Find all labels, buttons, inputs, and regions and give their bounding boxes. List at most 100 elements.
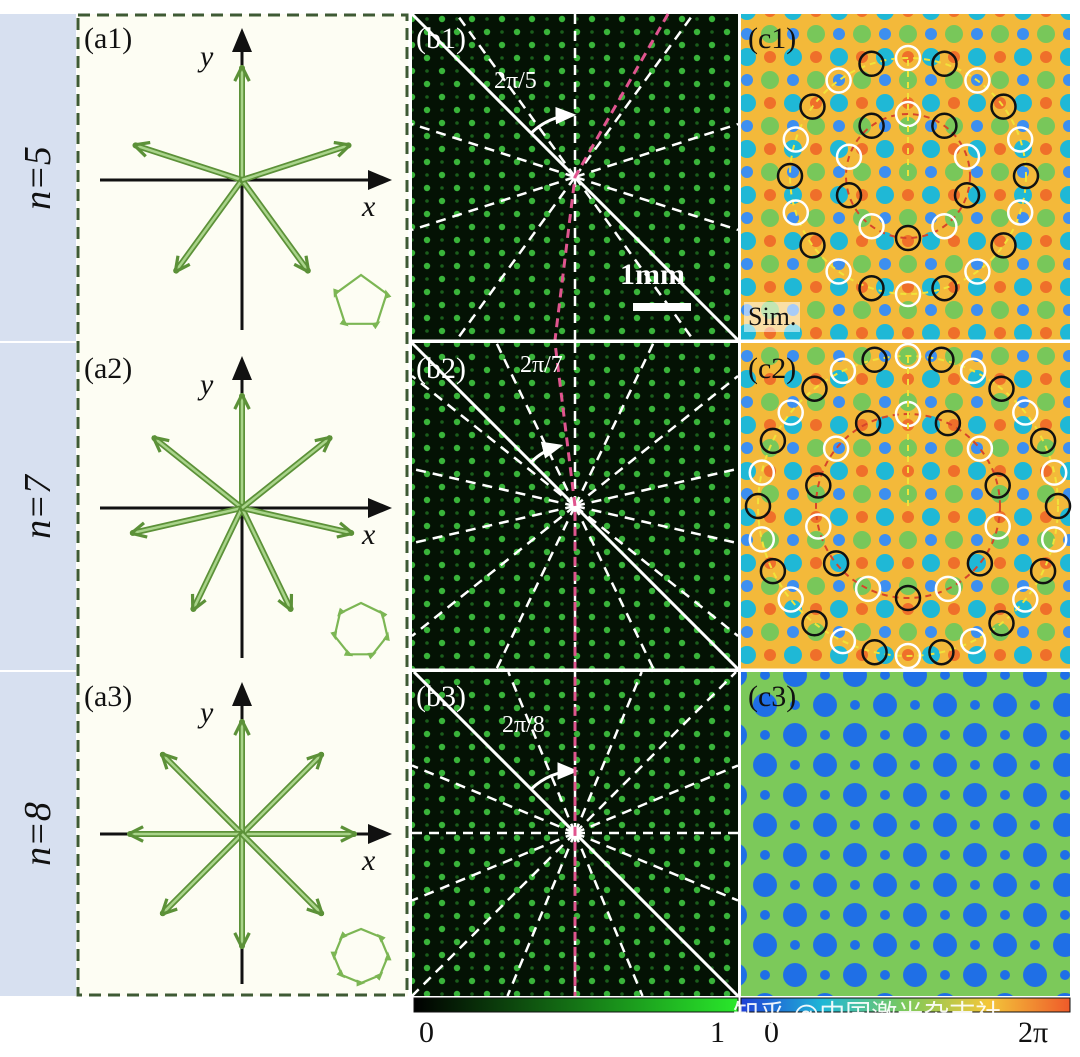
- wavevector-arrow-3: [241, 755, 321, 835]
- symmetry-line-2: [411, 375, 576, 507]
- phase-singularity-marker-2: [805, 513, 832, 540]
- symmetry-line-3: [574, 764, 739, 835]
- wavevector-arrow-3: [163, 833, 243, 913]
- phase-singularity-marker-1: [858, 274, 885, 302]
- symmetry-line-2: [574, 375, 739, 507]
- phase-singularity-marker-2: [759, 427, 787, 455]
- phase-singularity-marker-2: [1029, 427, 1057, 455]
- phase-singularity-marker-1: [835, 181, 863, 209]
- panel-label-c2: (c2): [748, 352, 797, 385]
- phase-singularity-marker-2: [984, 513, 1011, 540]
- symmetry-line-3: [506, 832, 577, 997]
- x-axis-label-3: x: [362, 844, 376, 877]
- intensity-overlays: [410, 12, 740, 998]
- phase-singularity-marker-1: [990, 232, 1017, 259]
- phase-singularity-marker-2: [805, 472, 832, 499]
- phase-singularity-marker-1: [858, 212, 885, 240]
- panel-label-c3: (c3): [748, 680, 797, 713]
- phase-singularity-marker-2: [1012, 586, 1039, 613]
- x-axis-label-2: x: [362, 518, 376, 551]
- phase-singularity-marker-2: [934, 575, 962, 603]
- y-axis-label-2: y: [200, 368, 214, 401]
- symmetry-line-3: [411, 831, 576, 902]
- phase-singularity-marker-2: [988, 375, 1015, 402]
- wavevector-arrow-2: [241, 506, 351, 533]
- phase-ring-guide-1: [789, 57, 1027, 295]
- symmetry-line-2: [411, 504, 576, 545]
- wavevector-arrow-3: [241, 833, 321, 913]
- symmetry-line-1: [574, 122, 739, 179]
- symmetry-line-3: [574, 831, 739, 902]
- panel-label-b2: (b2): [416, 352, 466, 385]
- phase-singularity-marker-2: [1012, 399, 1039, 426]
- scale-bar-label: 1mm: [620, 258, 685, 291]
- phase-singularity-marker-2: [748, 459, 776, 486]
- symmetry-line-3: [411, 764, 576, 835]
- wavevector-arrow-1: [241, 145, 349, 182]
- phase-singularity-marker-1: [782, 126, 810, 153]
- phase-singularity-marker-1: [858, 112, 885, 140]
- sim-label: Sim.: [744, 302, 801, 332]
- phase-singularity-marker-1: [931, 112, 958, 140]
- angle-label-2: 2π/7: [520, 352, 563, 378]
- row-label-n7: n=7: [0, 343, 76, 670]
- symmetry-line-1: [411, 175, 576, 232]
- angle-arc-2: [530, 441, 564, 464]
- phase-singularity-marker-1: [953, 181, 981, 209]
- phase-singularity-marker-2: [984, 472, 1011, 499]
- symmetry-line-2: [573, 505, 655, 670]
- phase-singularity-marker-1: [964, 67, 991, 94]
- symmetry-line-2: [495, 505, 577, 670]
- symmetry-line-3: [411, 832, 576, 997]
- phase-singularity-marker-1: [835, 143, 863, 171]
- phase-singularity-marker-2: [861, 638, 888, 666]
- phase-ring-guide-1: [845, 113, 971, 239]
- phase-singularity-marker-2: [801, 375, 828, 402]
- phase-singularity-marker-1: [964, 258, 991, 285]
- phase-singularity-marker-1: [931, 212, 958, 240]
- phase-singularity-marker-2: [959, 357, 987, 385]
- phase-singularity-marker-2: [854, 409, 882, 437]
- wavevector-arrow-1: [176, 179, 244, 271]
- phase-singularity-marker-2: [829, 357, 857, 385]
- symmetry-line-3: [574, 671, 737, 834]
- phase-overlays: [744, 44, 1072, 670]
- phase-singularity-marker-2: [777, 586, 804, 613]
- phase-singularity-marker-2: [966, 435, 994, 462]
- wavevector-arrow-2: [133, 506, 243, 533]
- phase-singularity-marker-2: [1044, 492, 1072, 520]
- panel-label-c1: (c1): [748, 22, 797, 55]
- polygon-icon-2: [335, 601, 388, 654]
- phase-singularity-marker-1: [953, 143, 981, 171]
- panel-label-a1: (a1): [84, 22, 133, 55]
- phase-singularity-marker-1: [1006, 126, 1034, 153]
- angle-label-3: 2π/8: [502, 712, 545, 738]
- symmetry-line-3: [573, 671, 643, 834]
- y-axis-label-3: y: [200, 696, 214, 729]
- symmetry-line-2: [573, 342, 655, 507]
- phase-ring-guide-2: [757, 355, 1059, 657]
- panel-label-b3: (b3): [416, 680, 466, 713]
- wavevector-arrow-1: [240, 179, 308, 271]
- phase-singularity-marker-2: [928, 638, 955, 666]
- watermark: 知乎 @中国激光杂志社: [733, 1000, 1002, 1030]
- y-axis-label-1: y: [200, 40, 214, 73]
- phase-singularity-marker-1: [858, 50, 885, 78]
- reference-line-2: [410, 341, 740, 671]
- phase-singularity-marker-1: [931, 50, 958, 78]
- phase-singularity-marker-2: [894, 584, 922, 612]
- phase-singularity-marker-2: [861, 346, 888, 374]
- symmetry-line-2: [411, 467, 576, 508]
- phase-image-3: [741, 672, 1070, 996]
- phase-singularity-marker-2: [777, 399, 804, 426]
- wavevector-arrow-2: [240, 507, 291, 609]
- symmetry-line-2: [495, 342, 577, 507]
- scale-bar: [633, 303, 691, 311]
- phase-singularity-marker-2: [759, 557, 787, 585]
- phase-singularity-marker-2: [822, 435, 850, 462]
- phase-singularity-marker-1: [799, 232, 826, 259]
- phase-singularity-marker-1: [825, 67, 852, 94]
- phase-singularity-marker-2: [748, 526, 776, 553]
- symmetry-line-2: [574, 505, 739, 637]
